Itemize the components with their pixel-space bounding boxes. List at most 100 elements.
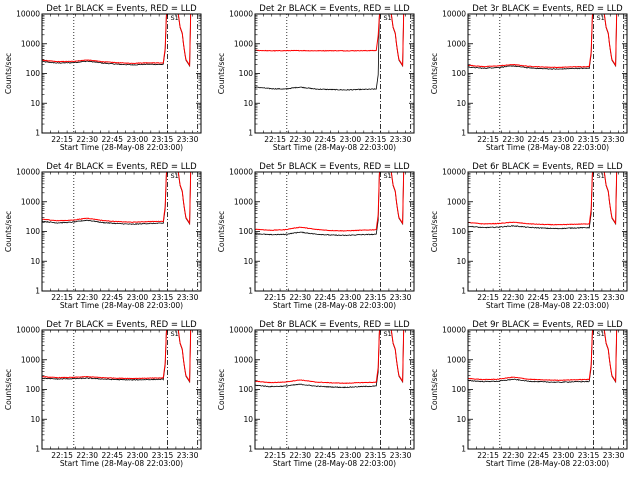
x-tick-label: 22:30 — [502, 293, 524, 302]
panel-title: Det 3r BLACK = Events, RED = LLD — [472, 4, 623, 14]
y-tick-label: 100 — [26, 69, 41, 78]
y-tick-label: 100 — [452, 385, 467, 394]
panel-title: Det 9r BLACK = Events, RED = LLD — [472, 320, 623, 330]
y-tick-label: 1000 — [447, 197, 466, 206]
x-tick-label: 22:30 — [289, 293, 311, 302]
panel-title: Det 4r BLACK = Events, RED = LLD — [46, 162, 197, 172]
x-tick-label: 22:45 — [101, 135, 123, 144]
y-tick-label: 1000 — [21, 355, 40, 364]
x-tick-label: 22:15 — [264, 135, 286, 144]
x-tick-label: 22:15 — [51, 293, 73, 302]
x-tick-label: 23:00 — [127, 451, 149, 460]
plot-frame — [41, 329, 202, 450]
y-tick-label: 10 — [243, 257, 253, 266]
x-tick-label: 22:15 — [51, 451, 73, 460]
x-tick-label: 22:45 — [527, 135, 549, 144]
x-tick-label: 23:15 — [365, 293, 387, 302]
y-tick-label: 10 — [30, 257, 40, 266]
marker-label: S1 — [597, 330, 605, 338]
x-tick-label: 22:45 — [527, 451, 549, 460]
x-tick-label: 22:15 — [264, 451, 286, 460]
events-series-line — [468, 14, 618, 70]
panel-title: Det 5r BLACK = Events, RED = LLD — [259, 162, 410, 172]
x-tick-label: 22:45 — [527, 293, 549, 302]
events-series-line — [42, 172, 192, 226]
y-tick-label: 1 — [461, 445, 466, 454]
lld-series-line — [42, 14, 192, 67]
x-tick-label: 23:30 — [177, 451, 199, 460]
y-tick-label: 100 — [239, 69, 254, 78]
y-tick-label: 1000 — [447, 355, 466, 364]
lld-series-line — [468, 330, 618, 383]
x-tick-label: 23:00 — [553, 135, 575, 144]
y-tick-label: 1000 — [234, 39, 253, 48]
x-tick-label: 23:30 — [390, 135, 412, 144]
marker-label: S1 — [384, 330, 392, 338]
panel-title: Det 1r BLACK = Events, RED = LLD — [46, 4, 197, 14]
y-axis-label: Counts/sec — [217, 211, 226, 252]
lld-series-line — [468, 14, 618, 69]
y-tick-label: 100 — [239, 227, 254, 236]
y-tick-label: 10000 — [442, 168, 466, 177]
y-tick-label: 100 — [26, 227, 41, 236]
y-tick-label: 1 — [461, 129, 466, 138]
y-tick-label: 1000 — [234, 355, 253, 364]
x-tick-label: 22:45 — [314, 135, 336, 144]
y-tick-label: 10000 — [442, 10, 466, 19]
x-tick-label: 22:30 — [76, 135, 98, 144]
y-tick-label: 1000 — [21, 39, 40, 48]
x-tick-label: 23:30 — [603, 293, 625, 302]
panel-title: Det 6r BLACK = Events, RED = LLD — [472, 162, 623, 172]
y-tick-label: 10 — [243, 415, 253, 424]
y-tick-label: 1000 — [234, 197, 253, 206]
marker-label: S1 — [384, 14, 392, 22]
x-tick-label: 22:30 — [289, 451, 311, 460]
x-tick-label: 23:00 — [340, 451, 362, 460]
events-series-line — [42, 330, 192, 384]
lld-series-line — [42, 330, 192, 383]
x-tick-label: 23:15 — [578, 135, 600, 144]
plot-frame — [467, 171, 628, 292]
lld-series-line — [468, 172, 618, 226]
marker-label: S1 — [171, 14, 179, 22]
x-tick-label: 23:30 — [177, 135, 199, 144]
x-tick-label: 22:45 — [314, 293, 336, 302]
y-tick-label: 10000 — [229, 326, 253, 335]
y-tick-label: 10000 — [229, 10, 253, 19]
y-axis-label: Counts/sec — [4, 369, 13, 410]
plot-frame — [41, 171, 202, 292]
events-series-line — [255, 172, 405, 237]
y-tick-label: 1 — [248, 287, 253, 296]
y-tick-label: 10 — [456, 415, 466, 424]
lld-series-line — [255, 14, 405, 67]
plot-frame — [41, 13, 202, 134]
plot-frame — [467, 13, 628, 134]
x-tick-label: 23:00 — [340, 135, 362, 144]
y-axis-label: Counts/sec — [430, 369, 439, 410]
lld-series-line — [255, 172, 405, 232]
y-tick-label: 1 — [35, 445, 40, 454]
x-tick-label: 22:30 — [502, 451, 524, 460]
lld-series-line — [42, 172, 192, 225]
y-tick-label: 10000 — [16, 326, 40, 335]
x-tick-label: 22:30 — [502, 135, 524, 144]
marker-label: S1 — [597, 14, 605, 22]
x-tick-label: 23:15 — [365, 135, 387, 144]
x-axis-label: Start Time (28-May-08 22:03:00) — [486, 459, 609, 468]
x-tick-label: 22:15 — [477, 293, 499, 302]
x-tick-label: 22:45 — [314, 451, 336, 460]
x-tick-label: 23:30 — [603, 135, 625, 144]
y-tick-label: 1 — [248, 129, 253, 138]
y-tick-label: 10 — [456, 99, 466, 108]
x-axis-label: Start Time (28-May-08 22:03:00) — [273, 301, 396, 310]
y-tick-label: 100 — [239, 385, 254, 394]
x-tick-label: 23:15 — [578, 293, 600, 302]
x-tick-label: 22:15 — [264, 293, 286, 302]
